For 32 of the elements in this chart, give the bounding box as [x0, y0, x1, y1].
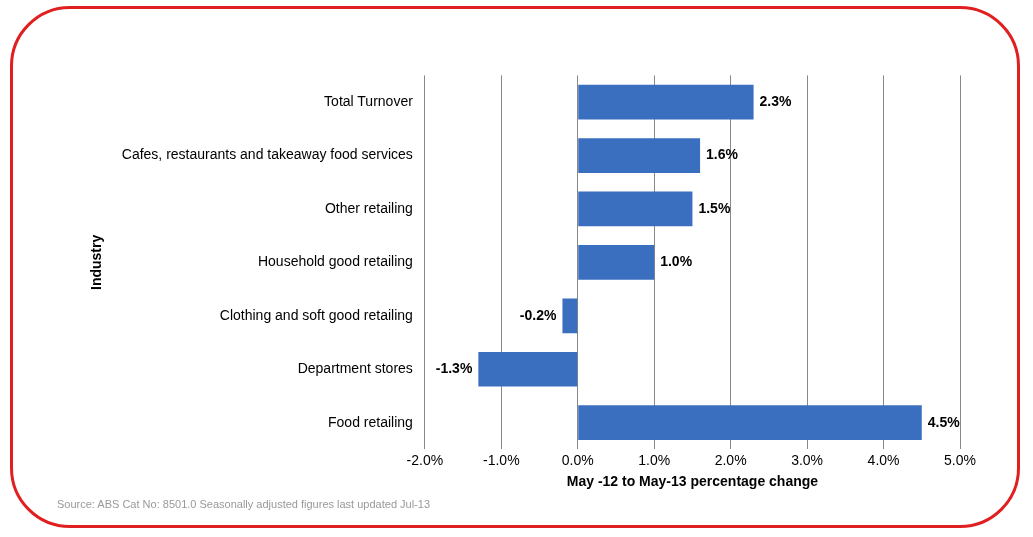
x-tick-label: 1.0% — [638, 451, 671, 468]
y-tick-label: Other retailing — [324, 199, 413, 216]
x-tick-label: 0.0% — [561, 451, 594, 468]
bar — [578, 245, 655, 280]
y-tick-label: Food retailing — [328, 413, 413, 430]
data-label: 4.5% — [927, 413, 961, 430]
x-axis-title: May -12 to May-13 percentage change — [566, 473, 819, 490]
data-label: -1.3% — [435, 360, 473, 377]
y-tick-label: Total Turnover — [324, 92, 414, 109]
bar — [562, 298, 578, 334]
bar — [478, 351, 578, 387]
bar — [578, 191, 693, 227]
x-tick-label: 4.0% — [867, 451, 900, 468]
y-tick-label: Department stores — [297, 360, 413, 377]
y-tick-label: Clothing and soft good retailing — [219, 306, 413, 323]
y-tick-label: Household good retailing — [257, 253, 413, 270]
data-label: 1.6% — [706, 146, 739, 163]
bar — [578, 405, 922, 441]
bar — [578, 138, 701, 173]
x-tick-label: 3.0% — [791, 451, 824, 468]
data-label: 2.3% — [759, 92, 793, 109]
y-tick-label: Cafes, restaurants and takeaway food services — [121, 146, 413, 163]
data-label: 1.5% — [698, 199, 731, 216]
data-label: 1.0% — [660, 253, 693, 270]
x-tick-label: 5.0% — [944, 451, 976, 468]
source-note: Source: ABS Cat No: 8501.0 Seasonally adjusted figures last updated Jul-13 — [57, 498, 431, 510]
x-tick-label: -2.0% — [406, 451, 444, 468]
x-tick-label: 2.0% — [714, 451, 747, 468]
x-tick-label: -1.0% — [483, 451, 520, 468]
data-label: -0.2% — [519, 306, 557, 323]
bar — [578, 84, 754, 120]
y-axis-title: Industry — [88, 234, 105, 291]
